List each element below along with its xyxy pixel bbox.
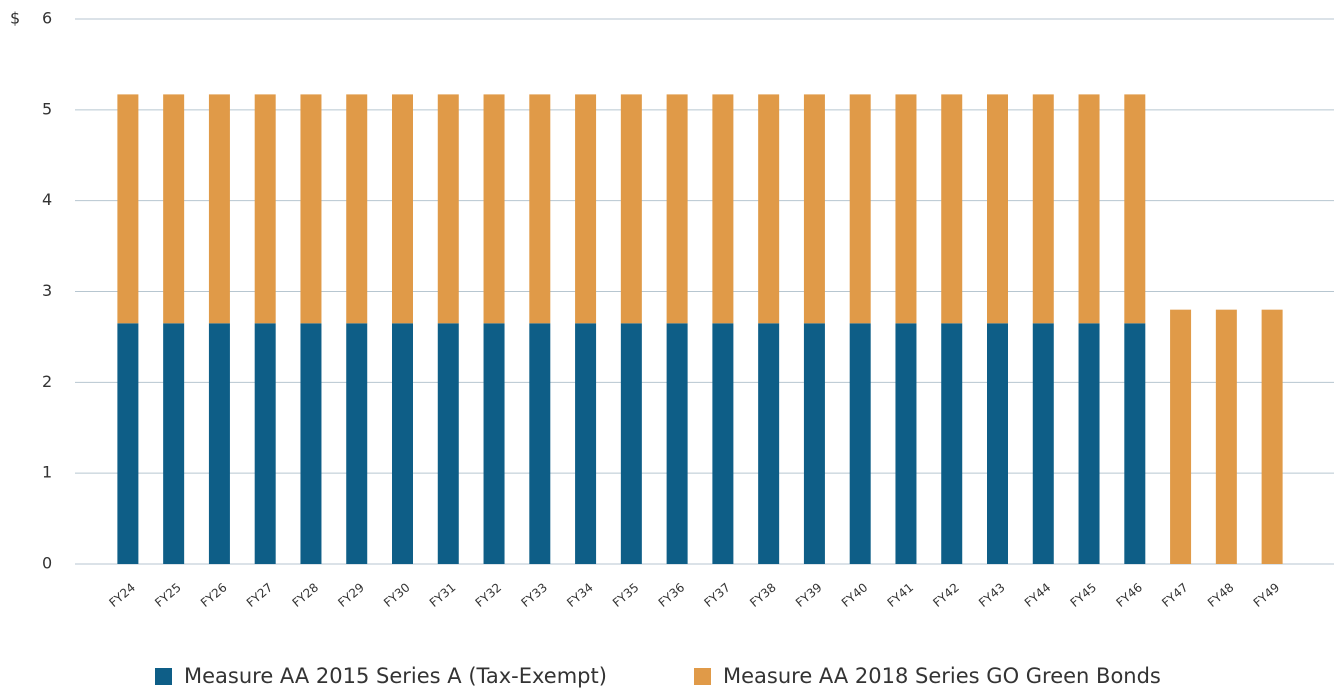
- bar-segment: [895, 323, 917, 564]
- bar-segment: [117, 94, 139, 324]
- bar-segment: [666, 323, 688, 564]
- bar-segment: [1032, 323, 1054, 564]
- bar-segment: [346, 94, 368, 324]
- x-tick-label: FY40: [839, 580, 871, 610]
- bar-segment: [941, 323, 963, 564]
- bar-segment: [1124, 323, 1146, 564]
- bar-segment: [620, 94, 642, 324]
- x-tick-label: FY48: [1205, 580, 1237, 610]
- bar-segment: [392, 94, 413, 324]
- bar-segment: [1078, 94, 1100, 324]
- y-tick-label: 6: [42, 9, 52, 28]
- x-tick-label: FY35: [610, 580, 642, 610]
- x-tick-label: FY39: [793, 580, 825, 610]
- x-tick-label: FY36: [656, 580, 688, 610]
- bar-segment: [575, 323, 597, 564]
- x-tick-label: FY27: [244, 580, 276, 610]
- y-tick-label: 0: [42, 554, 52, 573]
- bar-segment: [1261, 309, 1283, 564]
- bar-segment: [1032, 94, 1054, 324]
- bar-segment: [1170, 309, 1192, 564]
- x-tick-label: FY46: [1113, 580, 1145, 610]
- x-tick-label: FY42: [930, 580, 962, 610]
- legend-label: Measure AA 2015 Series A (Tax-Exempt): [184, 664, 607, 688]
- x-tick-label: FY44: [1022, 580, 1054, 610]
- bar-segment: [483, 94, 505, 324]
- bar-segment: [208, 323, 230, 564]
- bar-segment: [483, 323, 505, 564]
- legend-swatch: [155, 668, 172, 685]
- y-tick-label: 5: [42, 99, 52, 118]
- y-axis-label: $: [10, 9, 20, 28]
- bar-segment: [392, 323, 413, 564]
- bar-segment: [620, 323, 642, 564]
- bar-segment: [1078, 323, 1100, 564]
- bar-segment: [666, 94, 688, 324]
- bar-segment: [163, 323, 185, 564]
- bar-segment: [941, 94, 963, 324]
- bar-segment: [803, 94, 825, 324]
- x-tick-label: FY25: [152, 580, 184, 610]
- x-tick-label: FY28: [290, 580, 322, 610]
- bar-segment: [803, 323, 825, 564]
- bar-segment: [163, 94, 185, 324]
- bar-segment: [758, 323, 780, 564]
- y-tick-label: 4: [42, 190, 52, 209]
- bar-segment: [437, 323, 459, 564]
- x-tick-label: FY33: [518, 580, 550, 610]
- bar-segment: [254, 94, 276, 324]
- x-tick-label: FY30: [381, 580, 413, 610]
- bar-segment: [758, 94, 780, 324]
- x-tick-label: FY24: [106, 580, 138, 610]
- bar-segment: [1124, 94, 1146, 324]
- x-tick-label: FY29: [335, 580, 367, 610]
- bar-segment: [346, 323, 368, 564]
- legend-swatch: [694, 668, 711, 685]
- y-tick-label: 3: [42, 281, 52, 300]
- bar-segment: [575, 94, 597, 324]
- x-tick-label: FY45: [1068, 580, 1100, 610]
- bar-segment: [849, 94, 871, 324]
- bar-segment: [437, 94, 459, 324]
- bar-segment: [300, 94, 322, 324]
- bar-segment: [254, 323, 276, 564]
- bar-segment: [300, 323, 322, 564]
- bar-segment: [712, 94, 734, 324]
- bar-segment: [849, 323, 871, 564]
- x-tick-label: FY43: [976, 580, 1008, 610]
- x-tick-label: FY41: [885, 580, 917, 610]
- bar-segment: [987, 323, 1008, 564]
- x-tick-label: FY37: [701, 580, 733, 610]
- legend-label: Measure AA 2018 Series GO Green Bonds: [723, 664, 1161, 688]
- x-tick-label: FY38: [747, 580, 779, 610]
- bar-segment: [712, 323, 734, 564]
- x-tick-label: FY47: [1159, 580, 1191, 610]
- bar-segment: [895, 94, 917, 324]
- x-tick-label: FY34: [564, 580, 596, 610]
- bar-segment: [117, 323, 139, 564]
- x-tick-label: FY32: [473, 580, 505, 610]
- bar-segment: [987, 94, 1008, 324]
- x-tick-label: FY26: [198, 580, 230, 610]
- x-tick-label: FY31: [427, 580, 459, 610]
- bar-segment: [529, 94, 551, 324]
- bar-segment: [208, 94, 230, 324]
- bar-segment: [1215, 309, 1237, 564]
- y-tick-label: 2: [42, 372, 52, 391]
- y-tick-label: 1: [42, 463, 52, 482]
- bar-segment: [529, 323, 551, 564]
- x-tick-label: FY49: [1251, 580, 1283, 610]
